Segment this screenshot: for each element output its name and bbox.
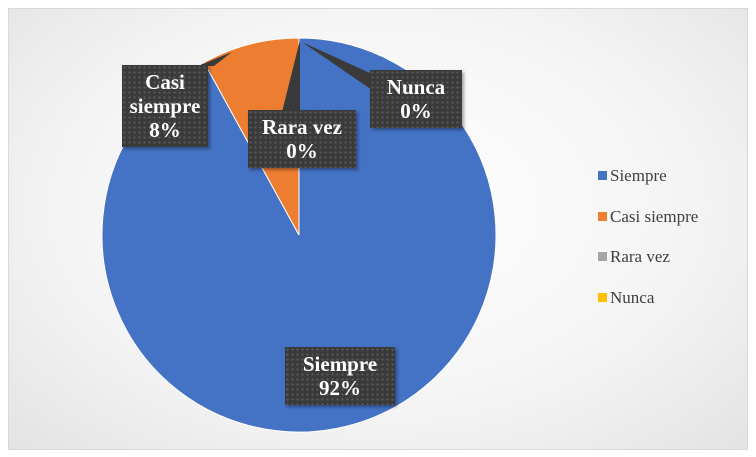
callout-pointer [198,52,232,66]
legend-entry: Siempre [598,166,667,186]
legend-marker [598,171,607,180]
legend-marker [598,252,607,261]
callout-pointer [302,42,372,90]
data-label-value: 0% [400,99,432,123]
legend-entry: Nunca [598,288,654,308]
data-label-name: Nunca [386,75,446,99]
legend-marker [598,211,607,221]
data-label-value: 0% [286,139,318,163]
data-label-name: Rara vez [262,115,342,139]
legend-label: Rara vez [610,247,670,266]
data-label-value: 92% [319,376,361,400]
data-label-name: Siempre [302,352,378,376]
data-label: Siempre 92% [285,347,395,405]
legend-entry: Rara vez [598,247,670,267]
callout-pointers [198,40,372,112]
data-label: Casi siempre 8% [122,65,208,147]
legend-marker [598,292,607,302]
data-label: Rara vez 0% [248,110,356,168]
callout-pointer [282,40,300,112]
legend-label: Siempre [610,166,667,185]
legend-entry: Casi siempre [598,207,698,227]
legend-label: Nunca [610,287,655,307]
data-label: Nunca 0% [370,70,462,128]
data-label-name: Casi siempre [129,70,201,118]
legend-label: Casi siempre [610,206,699,226]
data-label-value: 8% [149,118,181,142]
